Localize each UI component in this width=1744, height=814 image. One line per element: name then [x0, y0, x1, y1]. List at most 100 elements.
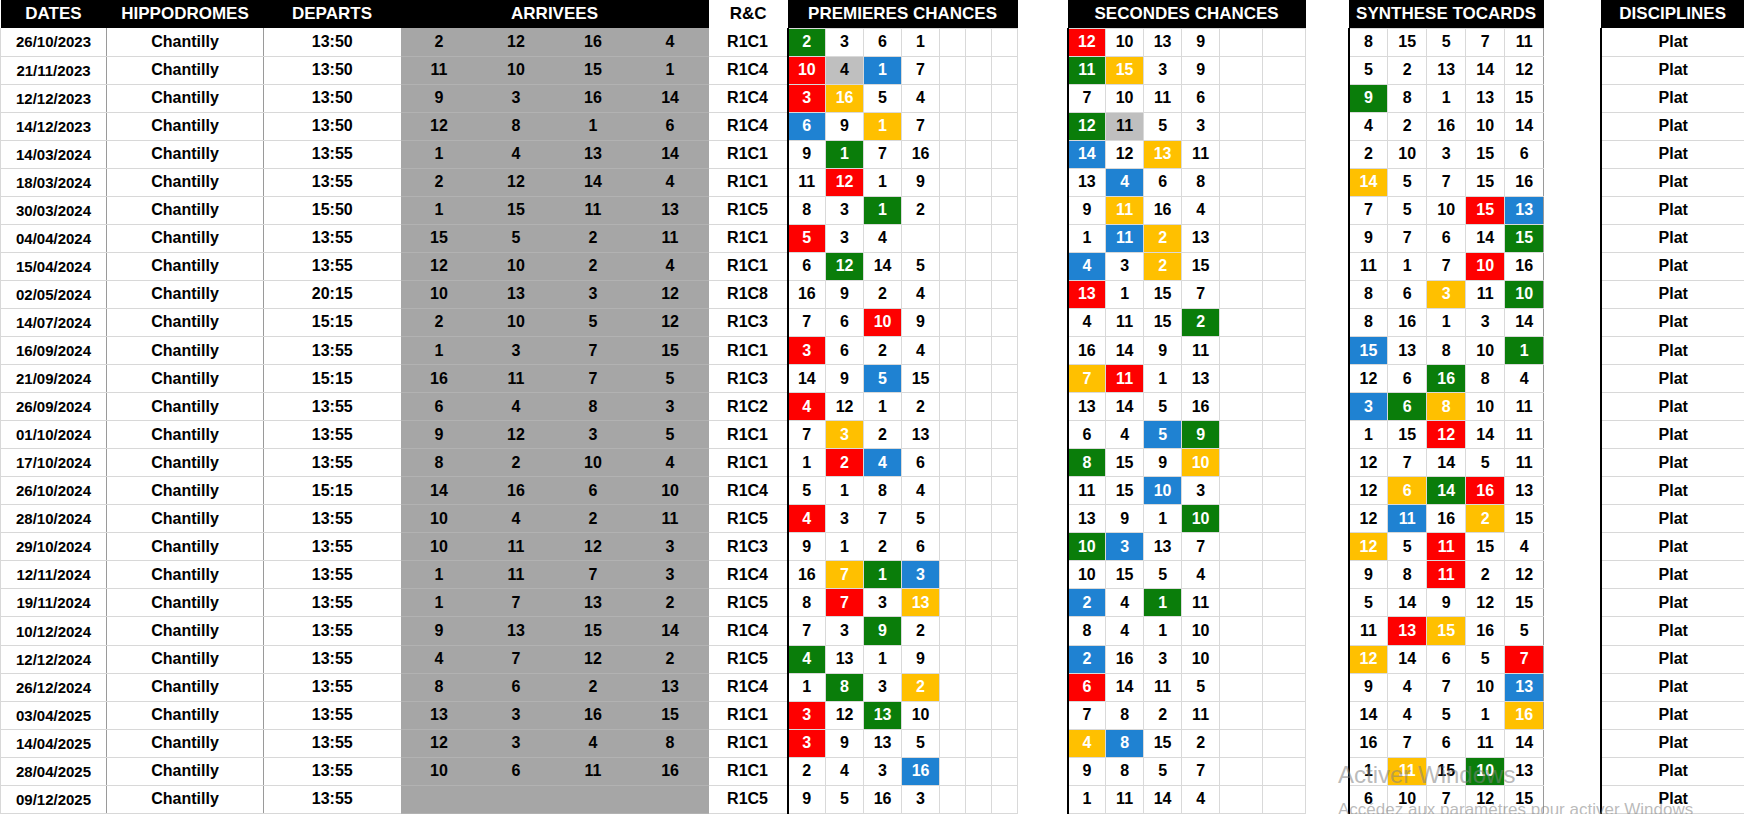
depart-cell[interactable]: 13:55	[264, 589, 401, 617]
synthese-tocard-cell[interactable]: 1	[1466, 701, 1505, 729]
arrivee-cell[interactable]: 1	[401, 196, 478, 224]
synthese-tocard-cell[interactable]: 6	[1388, 393, 1427, 421]
empty-cell[interactable]	[992, 112, 1018, 140]
synthese-tocard-cell[interactable]: 7	[1427, 785, 1466, 813]
premiere-chance-cell[interactable]: 6	[902, 449, 940, 477]
seconde-chance-cell[interactable]: 16	[1182, 393, 1220, 421]
seconde-chance-cell[interactable]: 13	[1182, 224, 1220, 252]
column-header-synthese-tocards[interactable]: SYNTHESE TOCARDS	[1349, 0, 1544, 28]
empty-cell[interactable]	[992, 365, 1018, 393]
date-cell[interactable]: 28/04/2025	[1, 757, 107, 785]
gap-cell[interactable]	[1306, 28, 1349, 56]
gap-cell[interactable]	[1306, 729, 1349, 757]
synthese-tocard-cell[interactable]: 15	[1505, 84, 1544, 112]
empty-cell[interactable]	[1263, 729, 1306, 757]
gap-cell[interactable]	[1018, 477, 1068, 505]
depart-cell[interactable]: 15:50	[264, 196, 401, 224]
empty-cell[interactable]	[992, 84, 1018, 112]
seconde-chance-cell[interactable]: 13	[1068, 280, 1106, 308]
gap-cell[interactable]	[1544, 701, 1601, 729]
seconde-chance-cell[interactable]: 11	[1068, 477, 1106, 505]
arrivee-cell[interactable]: 10	[401, 505, 478, 533]
gap-cell[interactable]	[1544, 365, 1601, 393]
synthese-tocard-cell[interactable]: 14	[1466, 421, 1505, 449]
synthese-tocard-cell[interactable]: 11	[1505, 421, 1544, 449]
synthese-tocard-cell[interactable]: 2	[1388, 112, 1427, 140]
premiere-chance-cell[interactable]: 6	[864, 28, 902, 56]
arrivee-cell[interactable]: 2	[555, 252, 632, 280]
empty-cell[interactable]	[966, 729, 992, 757]
seconde-chance-cell[interactable]: 3	[1182, 112, 1220, 140]
seconde-chance-cell[interactable]: 7	[1068, 365, 1106, 393]
gap-cell[interactable]	[1306, 673, 1349, 701]
synthese-tocard-cell[interactable]: 12	[1505, 56, 1544, 84]
empty-cell[interactable]	[1263, 533, 1306, 561]
premiere-chance-cell[interactable]: 3	[826, 28, 864, 56]
seconde-chance-cell[interactable]: 9	[1182, 28, 1220, 56]
rc-cell[interactable]: R1C1	[709, 252, 788, 280]
synthese-tocard-cell[interactable]: 8	[1427, 393, 1466, 421]
hippodrome-cell[interactable]: Chantilly	[107, 365, 264, 393]
arrivee-cell[interactable]: 15	[478, 196, 555, 224]
premiere-chance-cell[interactable]: 4	[864, 224, 902, 252]
seconde-chance-cell[interactable]: 10	[1106, 28, 1144, 56]
gap-cell[interactable]	[1018, 729, 1068, 757]
empty-cell[interactable]	[1263, 561, 1306, 589]
seconde-chance-cell[interactable]: 7	[1182, 757, 1220, 785]
premiere-chance-cell[interactable]: 2	[826, 449, 864, 477]
gap-cell[interactable]	[1544, 673, 1601, 701]
arrivee-cell[interactable]: 10	[401, 280, 478, 308]
hippodrome-cell[interactable]: Chantilly	[107, 168, 264, 196]
seconde-chance-cell[interactable]: 8	[1106, 757, 1144, 785]
synthese-tocard-cell[interactable]: 13	[1505, 477, 1544, 505]
date-cell[interactable]: 30/03/2024	[1, 196, 107, 224]
empty-cell[interactable]	[1263, 224, 1306, 252]
premiere-chance-cell[interactable]: 3	[826, 505, 864, 533]
empty-cell[interactable]	[1220, 533, 1263, 561]
premiere-chance-cell[interactable]: 1	[902, 28, 940, 56]
premiere-chance-cell[interactable]: 9	[902, 308, 940, 336]
synthese-tocard-cell[interactable]: 10	[1466, 252, 1505, 280]
seconde-chance-cell[interactable]: 13	[1144, 28, 1182, 56]
premiere-chance-cell[interactable]: 2	[902, 393, 940, 421]
seconde-chance-cell[interactable]: 1	[1144, 589, 1182, 617]
synthese-tocard-cell[interactable]: 9	[1349, 561, 1388, 589]
synthese-tocard-cell[interactable]: 1	[1388, 252, 1427, 280]
seconde-chance-cell[interactable]: 7	[1182, 280, 1220, 308]
premiere-chance-cell[interactable]: 10	[864, 308, 902, 336]
seconde-chance-cell[interactable]: 8	[1106, 729, 1144, 757]
seconde-chance-cell[interactable]: 11	[1182, 140, 1220, 168]
gap-cell[interactable]	[1544, 28, 1601, 56]
synthese-tocard-cell[interactable]: 13	[1505, 196, 1544, 224]
premiere-chance-cell[interactable]: 2	[788, 757, 826, 785]
hippodrome-cell[interactable]: Chantilly	[107, 84, 264, 112]
seconde-chance-cell[interactable]: 8	[1106, 701, 1144, 729]
gap-cell[interactable]	[1306, 112, 1349, 140]
arrivee-cell[interactable]: 7	[478, 645, 555, 673]
gap-cell[interactable]	[1306, 140, 1349, 168]
empty-cell[interactable]	[1263, 701, 1306, 729]
arrivee-cell[interactable]: 5	[555, 308, 632, 336]
seconde-chance-cell[interactable]: 8	[1068, 617, 1106, 645]
empty-cell[interactable]	[1263, 196, 1306, 224]
synthese-tocard-cell[interactable]: 14	[1466, 224, 1505, 252]
empty-cell[interactable]	[940, 196, 966, 224]
empty-cell[interactable]	[966, 701, 992, 729]
empty-cell[interactable]	[992, 505, 1018, 533]
arrivee-cell[interactable]: 2	[555, 505, 632, 533]
empty-cell[interactable]	[966, 56, 992, 84]
synthese-tocard-cell[interactable]: 10	[1466, 112, 1505, 140]
synthese-tocard-cell[interactable]: 6	[1427, 645, 1466, 673]
premiere-chance-cell[interactable]: 12	[826, 168, 864, 196]
synthese-tocard-cell[interactable]: 14	[1505, 112, 1544, 140]
premiere-chance-cell[interactable]: 6	[826, 308, 864, 336]
synthese-tocard-cell[interactable]: 7	[1505, 645, 1544, 673]
arrivee-cell[interactable]	[555, 785, 632, 813]
premiere-chance-cell[interactable]: 6	[788, 252, 826, 280]
discipline-cell[interactable]: Plat	[1601, 337, 1744, 365]
seconde-chance-cell[interactable]: 10	[1068, 561, 1106, 589]
seconde-chance-cell[interactable]: 13	[1144, 533, 1182, 561]
premiere-chance-cell[interactable]: 14	[864, 252, 902, 280]
premiere-chance-cell[interactable]: 2	[864, 280, 902, 308]
empty-cell[interactable]	[940, 645, 966, 673]
